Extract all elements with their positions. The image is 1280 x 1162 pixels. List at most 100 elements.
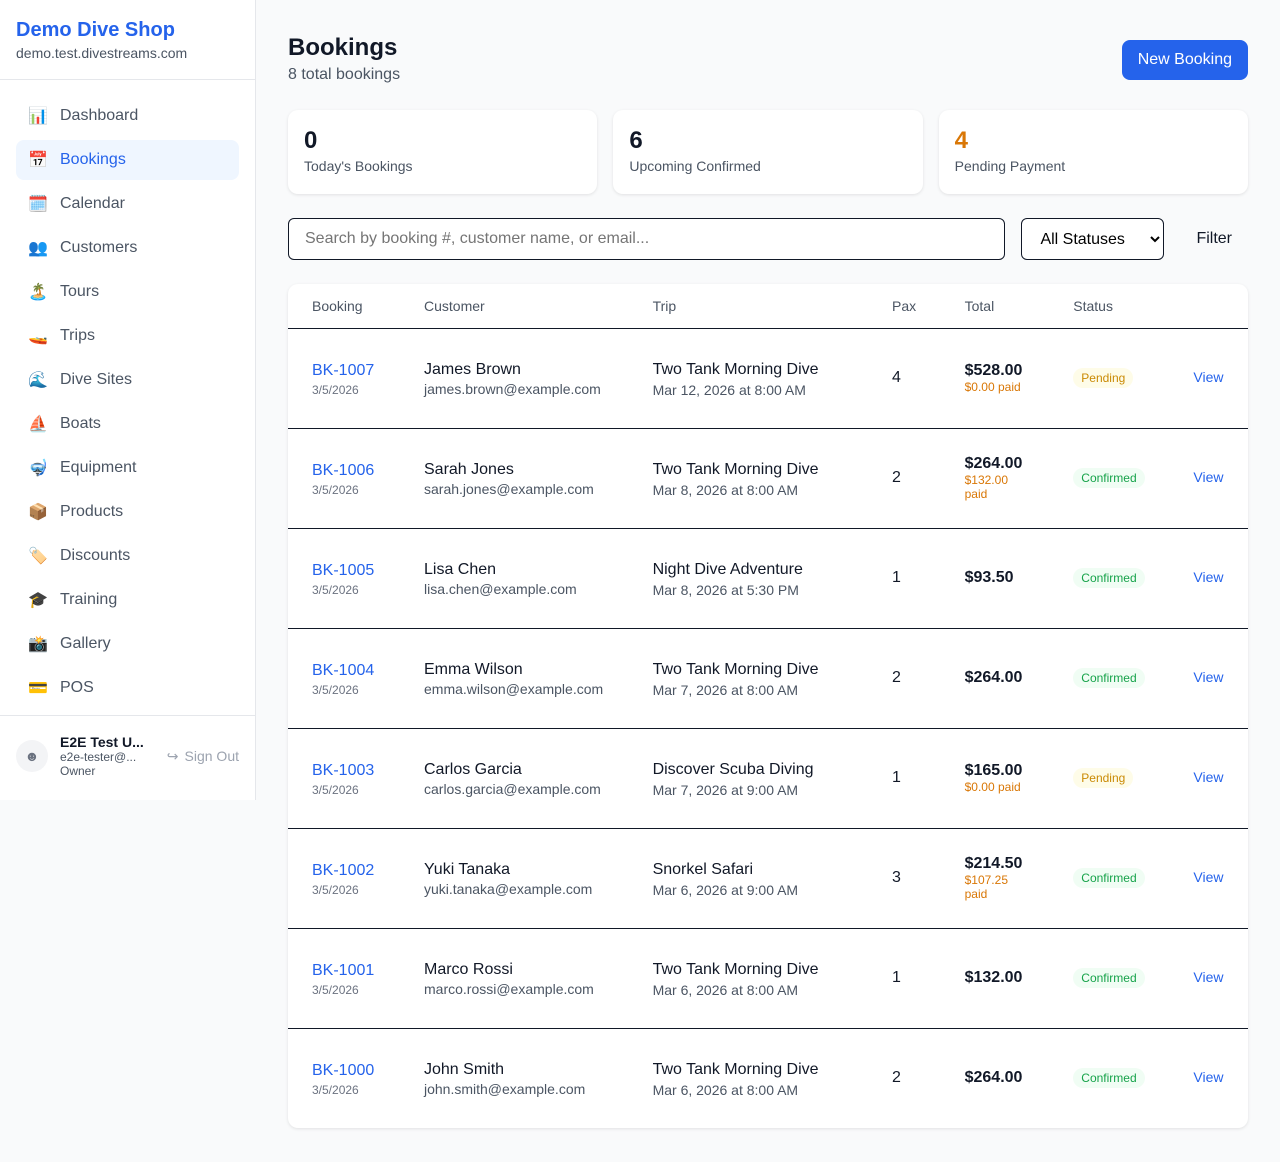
bookings-icon: 📅 xyxy=(28,152,48,169)
search-input[interactable] xyxy=(288,218,1006,260)
trip-date: Mar 8, 2026 at 5:30 PM xyxy=(652,582,799,598)
column-header: Trip xyxy=(628,284,869,329)
view-link[interactable]: View xyxy=(1193,569,1224,585)
trip-date: Mar 7, 2026 at 8:00 AM xyxy=(652,682,799,698)
sidebar-item-equipment[interactable]: 🤿 Equipment xyxy=(16,448,239,488)
booking-date: 3/5/2026 xyxy=(312,883,359,897)
view-link[interactable]: View xyxy=(1193,969,1224,985)
column-header: Total xyxy=(940,284,1050,329)
sidebar-item-boats[interactable]: ⛵ Boats xyxy=(16,404,239,444)
tours-icon: 🏝️ xyxy=(28,284,48,301)
filter-button[interactable]: Filter xyxy=(1180,230,1248,248)
total: $264.00 xyxy=(964,455,1023,472)
customer-name: Marco Rossi xyxy=(424,961,513,978)
customer-email: marco.rossi@example.com xyxy=(424,981,594,997)
view-link[interactable]: View xyxy=(1193,869,1224,885)
stats-cards: 0 Today's Bookings 6 Upcoming Confirmed 4 Pen… xyxy=(288,110,1248,194)
sidebar-item-gallery[interactable]: 📸 Gallery xyxy=(16,624,239,664)
stat-label: Today's Bookings xyxy=(304,158,413,174)
stat-value: 4 xyxy=(954,127,969,154)
boats-icon: ⛵ xyxy=(28,416,48,433)
total: $214.50 xyxy=(964,855,1023,872)
sidebar-item-trips[interactable]: 🚤 Trips xyxy=(16,316,239,356)
booking-link[interactable]: BK-1007 xyxy=(312,362,375,379)
calendar-icon: 🗓️ xyxy=(28,196,48,213)
user-role: Owner xyxy=(60,764,96,778)
new-booking-button[interactable]: New Booking xyxy=(1121,40,1248,80)
user-name: E2E Test U... xyxy=(60,734,144,750)
user-icon: ☻ xyxy=(16,740,48,772)
booking-date: 3/5/2026 xyxy=(312,383,359,397)
customer-email: lisa.chen@example.com xyxy=(424,581,577,597)
customer-name: Emma Wilson xyxy=(424,661,523,678)
sidebar-item-customers[interactable]: 👥 Customers xyxy=(16,228,239,268)
booking-link[interactable]: BK-1001 xyxy=(312,962,375,979)
customer-name: Yuki Tanaka xyxy=(424,861,510,878)
stat-card: 6 Upcoming Confirmed xyxy=(613,110,923,194)
booking-date: 3/5/2026 xyxy=(312,983,359,997)
products-icon: 📦 xyxy=(28,504,48,521)
sidebar-item-discounts[interactable]: 🏷️ Discounts xyxy=(16,536,239,576)
trip-date: Mar 8, 2026 at 8:00 AM xyxy=(652,482,799,498)
view-link[interactable]: View xyxy=(1193,369,1224,385)
customer-email: emma.wilson@example.com xyxy=(424,681,604,697)
total: $528.00 xyxy=(964,362,1023,379)
training-icon: 🎓 xyxy=(28,592,48,609)
trip-date: Mar 12, 2026 at 8:00 AM xyxy=(652,382,806,398)
view-link[interactable]: View xyxy=(1193,469,1224,485)
booking-link[interactable]: BK-1004 xyxy=(312,662,375,679)
sidebar-item-tours[interactable]: 🏝️ Tours xyxy=(16,272,239,312)
booking-date: 3/5/2026 xyxy=(312,783,359,797)
trip-date: Mar 6, 2026 at 8:00 AM xyxy=(652,1082,799,1099)
stat-card: 0 Today's Bookings xyxy=(288,110,598,194)
trip-name: Snorkel Safari xyxy=(652,861,754,878)
sidebar-item-label: Boats xyxy=(60,415,101,432)
pax: 2 xyxy=(868,428,941,529)
trip-name: Two Tank Morning Dive xyxy=(652,661,819,678)
sidebar-item-pos[interactable]: 💳 POS xyxy=(16,668,239,708)
trip-date: Mar 6, 2026 at 8:00 AM xyxy=(652,982,799,998)
sign-out-icon: ↪ xyxy=(166,747,179,764)
booking-link[interactable]: BK-1002 xyxy=(312,862,375,879)
total: $264.00 xyxy=(964,1069,1023,1087)
customer-name: Sarah Jones xyxy=(424,461,514,478)
customer-name: Lisa Chen xyxy=(424,561,497,578)
view-link[interactable]: View xyxy=(1193,769,1224,785)
sidebar-nav: 📊 Dashboard 📅 Bookings 🗓️ Calendar 👥 Customers 🏝… xyxy=(0,80,255,708)
booking-link[interactable]: BK-1006 xyxy=(312,462,375,479)
status-badge: Confirmed xyxy=(1073,668,1145,688)
column-header: Customer xyxy=(400,284,629,329)
paid-amount: $132.00 paid xyxy=(964,473,1008,501)
sign-out-button[interactable]: ↪ Sign Out xyxy=(167,748,239,765)
sidebar-item-training[interactable]: 🎓 Training xyxy=(16,580,239,620)
column-header: Pax xyxy=(868,284,941,329)
pax: 1 xyxy=(868,928,941,1029)
sidebar-item-label: Gallery xyxy=(60,635,111,652)
booking-link[interactable]: BK-1003 xyxy=(312,762,375,779)
gallery-icon: 📸 xyxy=(28,636,48,653)
view-link[interactable]: View xyxy=(1193,1069,1224,1086)
sidebar-item-bookings[interactable]: 📅 Bookings xyxy=(16,140,239,180)
view-link[interactable]: View xyxy=(1193,669,1224,685)
sidebar-item-label: Trips xyxy=(60,327,95,344)
sidebar-item-calendar[interactable]: 🗓️ Calendar xyxy=(16,184,239,224)
status-select[interactable]: All Statuses xyxy=(1021,218,1165,260)
customer-name: James Brown xyxy=(424,361,521,378)
equipment-icon: 🤿 xyxy=(28,460,48,477)
shop-name[interactable]: Demo Dive Shop xyxy=(16,19,175,41)
sidebar-item-label: Equipment xyxy=(60,459,137,476)
booking-link[interactable]: BK-1005 xyxy=(312,562,375,579)
stat-card: 4 Pending Payment xyxy=(938,110,1248,194)
brand: Demo Dive Shop demo.test.divestreams.com xyxy=(0,0,255,80)
sidebar-item-dashboard[interactable]: 📊 Dashboard xyxy=(16,96,239,136)
booking-link[interactable]: BK-1000 xyxy=(312,1062,375,1080)
trip-name: Discover Scuba Diving xyxy=(652,761,814,778)
column-header: Status xyxy=(1049,284,1170,329)
sidebar-item-dive-sites[interactable]: 🌊 Dive Sites xyxy=(16,360,239,400)
customer-email: sarah.jones@example.com xyxy=(424,481,594,497)
dashboard-icon: 📊 xyxy=(28,108,48,125)
status-badge: Pending xyxy=(1073,368,1134,388)
sidebar-item-products[interactable]: 📦 Products xyxy=(16,492,239,532)
customer-email: john.smith@example.com xyxy=(424,1081,586,1098)
page-title: Bookings xyxy=(288,34,398,61)
